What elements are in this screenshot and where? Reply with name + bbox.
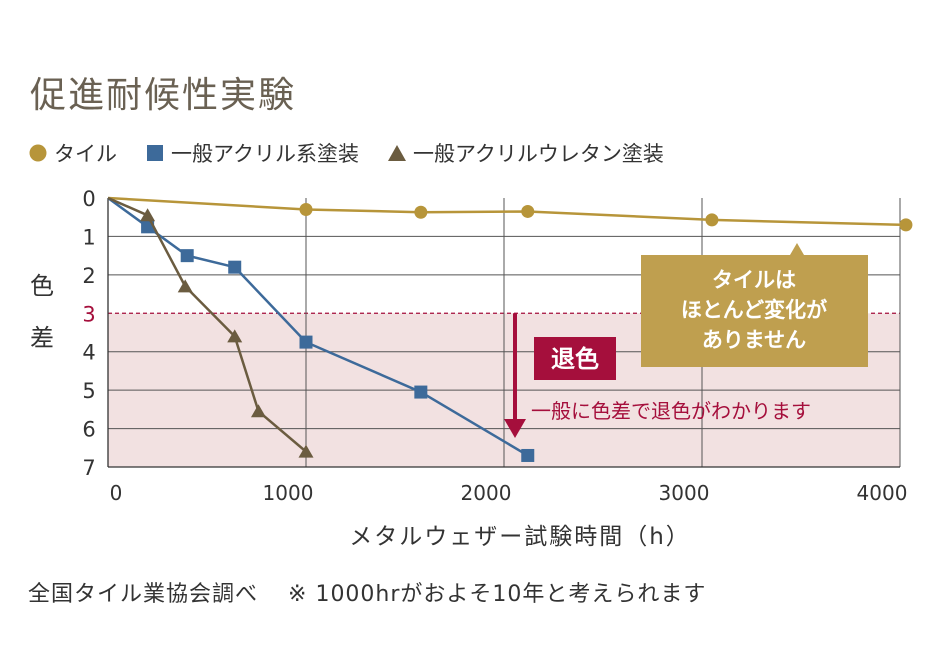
data-point-acrylic [299, 335, 313, 349]
y-tick-label: 5 [82, 379, 95, 403]
chart-legend: タイル 一般アクリル系塗装 一般アクリルウレタン塗装 [28, 138, 692, 168]
y-axis-label-char: 差 [30, 324, 54, 352]
legend-item-acrylic: 一般アクリル系塗装 [145, 138, 359, 168]
data-point-acrylic [414, 385, 428, 399]
data-point-acrylic [180, 249, 194, 263]
discolor-badge-text: 退色 [551, 345, 599, 373]
legend-item-urethane: 一般アクリルウレタン塗装 [387, 138, 664, 168]
footnote: 全国タイル業協会調べ ※ 1000hrがおよそ10年と考えられます [28, 576, 706, 608]
data-point-urethane [140, 208, 156, 222]
data-point-tile [414, 205, 428, 219]
legend-item-tile: タイル [28, 138, 117, 168]
page-title: 促進耐候性実験 [30, 75, 297, 116]
y-axis-label-char: 色 [30, 272, 54, 300]
y-tick-label: 3 [82, 302, 95, 326]
x-tick-label: 3000 [659, 481, 710, 505]
y-tick-label: 6 [82, 418, 95, 442]
discolor-note-text: 一般に色差で退色がわかります [531, 399, 811, 423]
legend-triangle-icon [387, 145, 406, 161]
callout-text-line: ありません [702, 328, 806, 352]
y-tick-label: 4 [82, 341, 95, 365]
callout-text-line: タイルは [712, 268, 796, 292]
x-tick-label: 2000 [461, 481, 512, 505]
y-tick-label: 7 [82, 456, 95, 480]
y-tick-label: 0 [82, 187, 95, 211]
source-note: 全国タイル業協会調べ [28, 582, 259, 607]
data-point-tile [521, 204, 535, 218]
y-tick-label: 1 [82, 225, 95, 249]
x-tick-label: 0 [110, 481, 123, 505]
discolor-arrow-head [504, 419, 526, 438]
x-axis-label: メタルウェザー試験時間（h） [349, 524, 691, 550]
data-point-tile [705, 213, 719, 227]
data-point-urethane [298, 444, 314, 458]
callout-text-line: ほとんど変化が [681, 298, 827, 322]
series-line-3 [107, 196, 307, 453]
callout-pointer [790, 243, 804, 255]
remark-note: ※ 1000hrがおよそ10年と考えられます [288, 582, 707, 607]
data-point-tile [899, 218, 913, 232]
data-point-urethane [227, 329, 243, 343]
data-point-tile [299, 203, 313, 217]
discolor-badge [534, 337, 616, 380]
x-tick-label: 4000 [857, 481, 908, 505]
data-point-acrylic [228, 260, 242, 274]
y-tick-label: 2 [82, 264, 95, 288]
data-point-urethane [177, 279, 193, 293]
data-point-urethane [250, 404, 266, 418]
legend-label-acrylic: 一般アクリル系塗装 [171, 142, 359, 166]
series-line-1 [107, 196, 906, 227]
data-point-acrylic [521, 448, 535, 462]
callout-box [641, 255, 868, 367]
legend-circle-icon [29, 144, 47, 162]
x-tick-label: 1000 [263, 481, 314, 505]
legend-label-tile: タイル [54, 142, 117, 166]
legend-label-urethane: 一般アクリルウレタン塗装 [412, 142, 664, 166]
legend-square-icon [147, 145, 163, 161]
